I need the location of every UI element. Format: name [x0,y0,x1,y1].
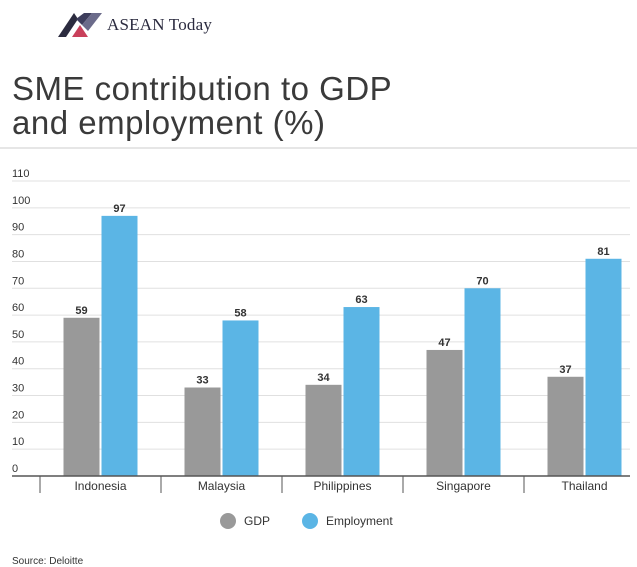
bar-gdp [547,376,584,476]
y-tick-label: 50 [12,329,24,341]
y-tick-label: 70 [12,275,24,287]
y-tick-label: 10 [12,436,24,448]
y-tick-label: 20 [12,409,24,421]
x-tick-label: Malaysia [198,479,246,493]
brand-name: ASEAN Today [107,15,213,34]
data-label: 70 [476,275,488,287]
data-label: 34 [317,372,330,384]
data-label: 58 [234,307,246,319]
bar-employment [464,288,501,476]
brand-logo: ASEAN Today [58,11,212,39]
y-tick-label: 80 [12,248,24,260]
data-label: 81 [597,246,609,258]
bar-gdp [426,349,463,476]
y-tick-label: 60 [12,302,24,314]
bar-employment [101,215,138,476]
legend-item-employment: Employment [302,513,393,529]
data-label: 47 [438,337,450,349]
data-label: 97 [113,203,125,215]
data-label: 33 [196,375,208,387]
bar-employment [585,258,622,476]
chart-title: SME contribution to GDP and employment (… [12,72,392,140]
x-tick-label: Singapore [436,479,491,493]
chart-title-line-1: SME contribution to GDP [12,70,393,107]
legend-swatch-employment [302,513,318,529]
y-tick-label: 90 [12,222,24,234]
legend: GDP Employment [0,513,637,533]
y-tick-label: 0 [12,463,18,475]
y-tick-label: 110 [12,168,30,180]
x-tick-label: Thailand [561,479,607,493]
legend-item-gdp: GDP [220,513,270,529]
title-divider [0,147,637,149]
legend-label-gdp: GDP [244,514,271,528]
bar-employment [222,320,259,476]
bar-gdp [184,387,221,476]
data-label: 59 [75,305,87,317]
legend-swatch-gdp [220,513,236,529]
x-tick-label: Indonesia [74,479,126,493]
data-label: 63 [355,294,367,306]
bar-gdp [63,317,100,476]
bar-layer: 59 97 33 58 34 63 47 70 37 81 [63,203,622,476]
legend-label-employment: Employment [326,514,393,528]
bar-chart: 59 97 33 58 34 63 47 70 37 81 0 10 20 30 40 50 60 70 80 90… [12,168,630,493]
y-tick-label: 100 [12,195,30,207]
data-label: 37 [559,364,571,376]
bar-employment [343,307,380,476]
asean-today-logo-icon [58,13,102,37]
source-note: Source: Deloitte [12,556,84,567]
axis-layer: 0 10 20 30 40 50 60 70 80 90 100 110 Indonesia Malays… [12,168,630,493]
y-tick-label: 40 [12,356,24,368]
bar-gdp [305,384,342,476]
x-tick-label: Philippines [313,479,371,493]
y-tick-label: 30 [12,383,24,395]
chart-title-line-2: and employment (%) [12,104,326,141]
